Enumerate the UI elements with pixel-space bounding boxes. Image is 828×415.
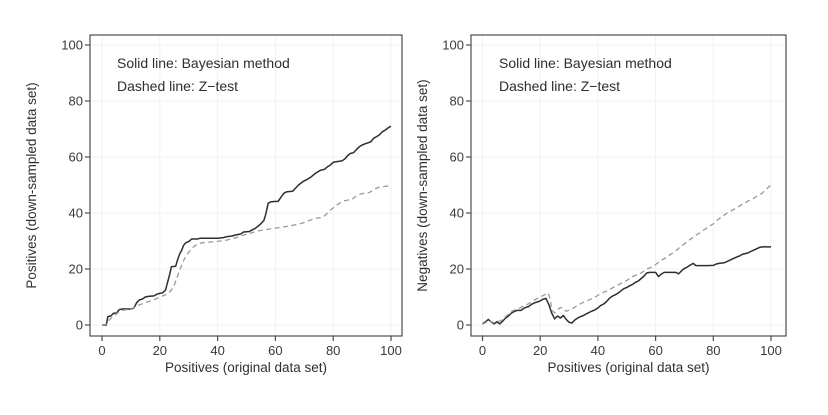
y-tick-label: 100	[442, 38, 464, 53]
bayesian-method-line	[482, 246, 771, 325]
x-tick-label: 100	[760, 343, 782, 358]
y-tick-label: 0	[76, 318, 83, 333]
y-tick-label: 0	[457, 318, 464, 333]
y-tick-label: 100	[61, 38, 83, 53]
plot-border	[470, 34, 787, 337]
x-axis-label: Positives (original data set)	[547, 360, 709, 375]
x-tick-label: 80	[326, 343, 340, 358]
x-tick-label: 20	[533, 343, 547, 358]
legend-entry-dashed: Dashed line: Z−test	[117, 78, 238, 94]
x-tick-label: 80	[706, 343, 720, 358]
y-tick-label: 60	[69, 150, 83, 165]
x-tick-label: 60	[268, 343, 282, 358]
y-axis-label: Positives (down-sampled data set)	[24, 82, 39, 288]
y-tick-label: 80	[69, 94, 83, 109]
z-test-line	[482, 184, 772, 325]
legend-entry-solid: Solid line: Bayesian method	[499, 55, 672, 71]
x-tick-label: 100	[380, 343, 402, 358]
x-tick-label: 40	[210, 343, 224, 358]
x-axis-label: Positives (original data set)	[165, 360, 327, 375]
legend-entry-dashed: Dashed line: Z−test	[499, 78, 620, 94]
plot-border	[89, 34, 403, 337]
y-tick-label: 20	[69, 262, 83, 277]
x-tick-label: 60	[648, 343, 662, 358]
y-axis-label: Negatives (down-sampled data set)	[415, 79, 430, 291]
z-test-line	[101, 184, 392, 326]
x-tick-label: 40	[591, 343, 605, 358]
y-tick-label: 20	[450, 262, 464, 277]
bayesian-method-line	[102, 125, 392, 326]
x-tick-label: 0	[98, 343, 105, 358]
y-tick-label: 40	[450, 206, 464, 221]
y-tick-label: 60	[450, 150, 464, 165]
y-tick-label: 80	[450, 94, 464, 109]
x-tick-label: 20	[153, 343, 167, 358]
y-tick-label: 40	[69, 206, 83, 221]
legend-entry-solid: Solid line: Bayesian method	[117, 55, 290, 71]
x-tick-label: 0	[479, 343, 486, 358]
